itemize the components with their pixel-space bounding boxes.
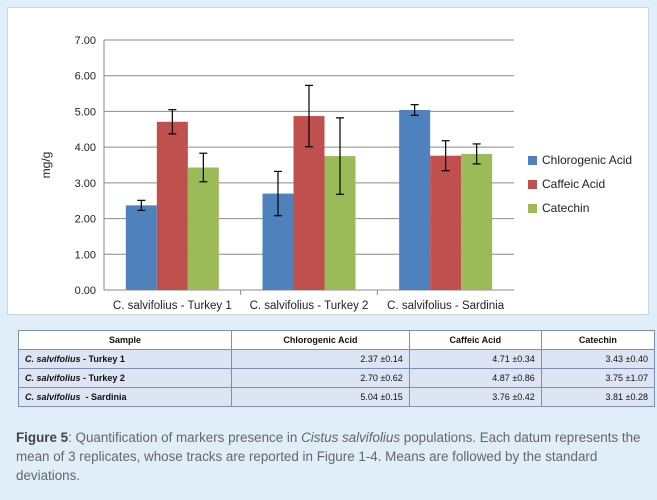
x-tick-label: C. salvifolius - Turkey 2 bbox=[250, 300, 369, 312]
table-row: C. salvifolius - Sardinia 5.04 ±0.15 3.7… bbox=[18, 387, 656, 407]
x-tick-label: C. salvifolius - Sardinia bbox=[387, 300, 505, 312]
table-row: C. salvifolius - Turkey 2 2.70 ±0.62 4.8… bbox=[18, 368, 656, 388]
row-label: C. salvifolius - Turkey 1 bbox=[18, 349, 232, 369]
y-tick-label: 4.00 bbox=[75, 142, 96, 154]
bar bbox=[125, 205, 157, 290]
data-table: Sample Chlorogenic Acid Caffeic Acid Cat… bbox=[18, 330, 656, 407]
y-tick-label: 2.00 bbox=[75, 214, 96, 226]
caption-text-before: : Quantification of markers presence in bbox=[68, 430, 302, 445]
row-label: C. salvifolius - Sardinia bbox=[18, 387, 232, 407]
y-tick-label: 3.00 bbox=[75, 178, 96, 190]
cell-chlorogenic-acid: 5.04 ±0.15 bbox=[231, 387, 410, 407]
legend-entry: Chlorogenic Acid bbox=[528, 148, 632, 172]
cell-catechin: 3.75 ±1.07 bbox=[540, 368, 656, 388]
cell-catechin: 3.81 ±0.28 bbox=[540, 387, 656, 407]
site-name: - Turkey 2 bbox=[80, 373, 125, 383]
legend-entry: Caffeic Acid bbox=[528, 172, 632, 196]
cell-chlorogenic-acid: 2.70 ±0.62 bbox=[231, 368, 410, 388]
chart-panel: 0.00 1.00 2.00 3.00 4.00 5.00 6.00 7.00 mg/g C. s… bbox=[7, 7, 649, 315]
site-name: - Sardinia bbox=[80, 392, 127, 402]
header-sample: Sample bbox=[18, 330, 232, 350]
site-name: - Turkey 1 bbox=[80, 354, 125, 364]
legend-swatch bbox=[528, 179, 537, 189]
y-tick-label: 0.00 bbox=[75, 285, 96, 297]
header-chlorogenic-acid: Chlorogenic Acid bbox=[231, 330, 410, 350]
legend-swatch bbox=[528, 155, 537, 165]
caption-label: Figure 5 bbox=[16, 430, 69, 445]
figure-caption: Figure 5: Quantification of markers pres… bbox=[16, 428, 646, 485]
species-name: C. salvifolius bbox=[25, 373, 81, 383]
chart-legend: Chlorogenic Acid Caffeic Acid Catechin bbox=[528, 148, 632, 220]
cell-caffeic-acid: 4.71 ±0.34 bbox=[408, 349, 542, 369]
y-tick-label: 6.00 bbox=[75, 71, 96, 83]
cell-catechin: 3.43 ±0.40 bbox=[540, 349, 656, 369]
cell-caffeic-acid: 4.87 ±0.86 bbox=[408, 368, 542, 388]
legend-label: Chlorogenic Acid bbox=[542, 153, 633, 167]
header-catechin: Catechin bbox=[540, 330, 656, 350]
legend-label: Catechin bbox=[542, 201, 590, 215]
y-tick-label: 7.00 bbox=[75, 35, 96, 47]
cell-caffeic-acid: 3.76 ±0.42 bbox=[408, 387, 542, 407]
y-axis-label: mg/g bbox=[39, 152, 53, 179]
x-tick-label: C. salvifolius - Turkey 1 bbox=[113, 300, 232, 312]
species-name: C. salvifolius bbox=[25, 392, 81, 402]
cell-chlorogenic-acid: 2.37 ±0.14 bbox=[231, 349, 410, 369]
bar-chart: 0.00 1.00 2.00 3.00 4.00 5.00 6.00 7.00 mg/g C. s… bbox=[39, 35, 514, 312]
caption-species: Cistus salvifolius bbox=[301, 430, 401, 445]
bar bbox=[156, 121, 188, 291]
species-name: C. salvifolius bbox=[25, 354, 81, 364]
bar bbox=[461, 153, 493, 290]
y-tick-label: 1.00 bbox=[75, 249, 96, 261]
bar bbox=[187, 167, 219, 290]
header-caffeic-acid: Caffeic Acid bbox=[408, 330, 542, 350]
caption-text-after: populations. Each datum represents the m… bbox=[16, 430, 641, 483]
y-tick-label: 5.00 bbox=[75, 106, 96, 118]
bar bbox=[430, 155, 462, 290]
row-label: C. salvifolius - Turkey 2 bbox=[18, 368, 232, 388]
legend-label: Caffeic Acid bbox=[542, 177, 606, 191]
legend-swatch bbox=[528, 203, 537, 213]
table-row: C. salvifolius - Turkey 1 2.37 ±0.14 4.7… bbox=[18, 349, 656, 369]
bar bbox=[399, 110, 431, 290]
table-header-row: Sample Chlorogenic Acid Caffeic Acid Cat… bbox=[18, 330, 656, 350]
legend-entry: Catechin bbox=[528, 196, 632, 220]
